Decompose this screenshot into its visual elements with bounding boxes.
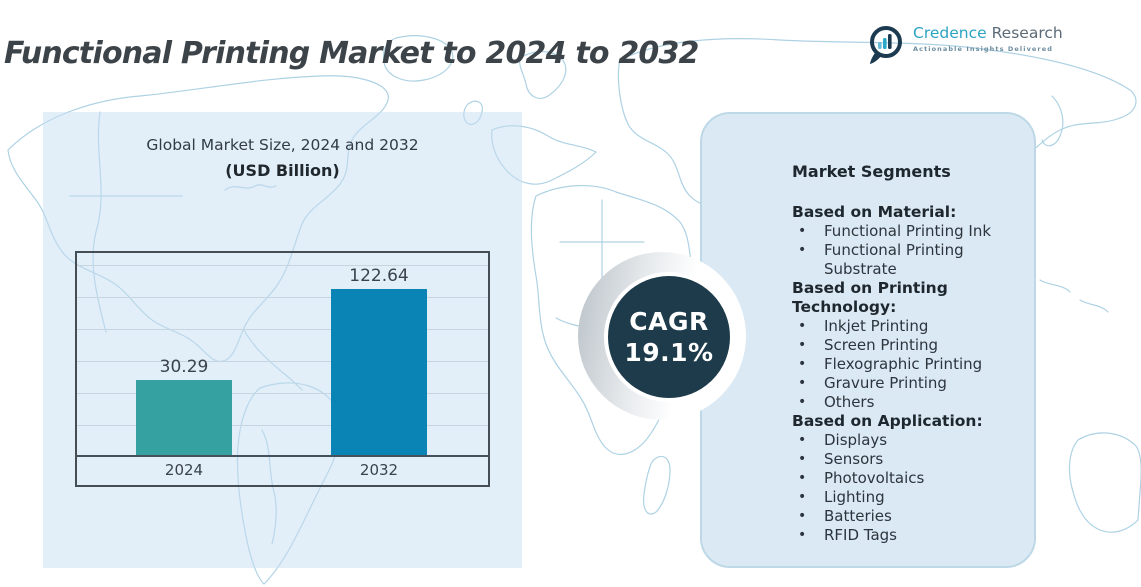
brand-name-primary: Credence (913, 24, 987, 42)
bar-value-2024: 30.29 (159, 357, 209, 377)
segment-item: Sensors (824, 450, 884, 468)
chart-backdrop (43, 112, 522, 568)
list-item: • Others (792, 393, 1016, 412)
bar-2032 (331, 289, 427, 455)
segment-item: Functional Printing Ink (824, 222, 992, 240)
bullet-icon: • (798, 470, 807, 486)
chart-heading: Global Market Size, 2024 and 2032 (USD B… (75, 136, 490, 180)
segment-item: Batteries (824, 507, 892, 525)
segment-group-title-technology: Based on Printing Technology: (792, 279, 948, 316)
segment-item: Displays (824, 431, 888, 449)
gridline (77, 265, 488, 266)
segment-item: Flexographic Printing (824, 355, 983, 373)
bullet-icon: • (798, 318, 807, 334)
segment-group-title-material: Based on Material: (792, 203, 957, 221)
list-item: • Inkjet Printing (792, 317, 1016, 336)
list-item: • Screen Printing (792, 336, 1016, 355)
axis-label-2024: 2024 (164, 461, 204, 479)
bar-2024 (136, 380, 232, 455)
list-item: • Flexographic Printing (792, 355, 1016, 374)
segment-item: Lighting (824, 488, 885, 506)
list-item: • RFID Tags (792, 526, 1016, 545)
bar-chart-bubble-icon (870, 26, 902, 64)
bullet-icon: • (798, 527, 807, 543)
bar-group-2032: 122.64 (331, 266, 427, 455)
segment-item: Screen Printing (824, 336, 939, 354)
gridline (77, 361, 488, 362)
list-item: • Gravure Printing (792, 374, 1016, 393)
bar-chart: 30.29 122.64 2024 2032 (75, 251, 490, 487)
bullet-icon: • (798, 375, 807, 391)
page-title: Functional Printing Market to 2024 to 20… (4, 36, 699, 72)
brand-text: Credence Research Actionable Insights De… (913, 24, 1063, 53)
brand-tagline: Actionable Insights Delivered (913, 45, 1053, 53)
segment-item: Photovoltaics (824, 469, 925, 487)
cagr-badge: CAGR 19.1% (604, 272, 734, 402)
gridline (77, 425, 488, 426)
list-item: • Functional Printing Ink (792, 222, 1016, 241)
segment-group-title-application: Based on Application: (792, 412, 983, 430)
segment-item: Others (824, 393, 875, 411)
gridline (77, 297, 488, 298)
bullet-icon: • (798, 223, 807, 239)
chart-heading-line2: (USD Billion) (225, 161, 340, 180)
cagr-label: CAGR (629, 307, 709, 336)
gridline (77, 329, 488, 330)
list-item: • Photovoltaics (792, 469, 1016, 488)
bullet-icon: • (798, 356, 807, 372)
axis-label-2032: 2032 (359, 461, 399, 479)
bar-value-2032: 122.64 (349, 266, 409, 286)
market-segments-panel: Market Segments Based on Material: • Func… (700, 112, 1036, 568)
list-item: • Sensors (792, 450, 1016, 469)
bullet-icon: • (798, 432, 807, 448)
segments-heading: Market Segments (792, 162, 951, 181)
segment-item: Gravure Printing (824, 374, 947, 392)
cagr-value: 19.1% (624, 338, 714, 367)
list-item: • Functional Printing Substrate (792, 241, 1016, 279)
list-item: • Displays (792, 431, 1016, 450)
x-axis-line (77, 455, 488, 457)
segment-item: Functional Printing Substrate (824, 241, 964, 278)
bullet-icon: • (798, 451, 807, 467)
list-item: • Batteries (792, 507, 1016, 526)
gridline (77, 393, 488, 394)
bar-group-2024: 30.29 (136, 357, 232, 455)
bullet-icon: • (798, 394, 807, 410)
bullet-icon: • (798, 508, 807, 524)
segment-item: Inkjet Printing (824, 317, 929, 335)
bullet-icon: • (798, 242, 807, 258)
brand-logo: Credence Research Actionable Insights De… (866, 24, 1063, 66)
list-item: • Lighting (792, 488, 1016, 507)
bullet-icon: • (798, 337, 807, 353)
segment-item: RFID Tags (824, 526, 898, 544)
bullet-icon: • (798, 489, 807, 505)
brand-name: Credence Research (913, 24, 1063, 43)
brand-name-secondary: Research (991, 24, 1063, 42)
chart-heading-line1: Global Market Size, 2024 and 2032 (146, 136, 419, 154)
